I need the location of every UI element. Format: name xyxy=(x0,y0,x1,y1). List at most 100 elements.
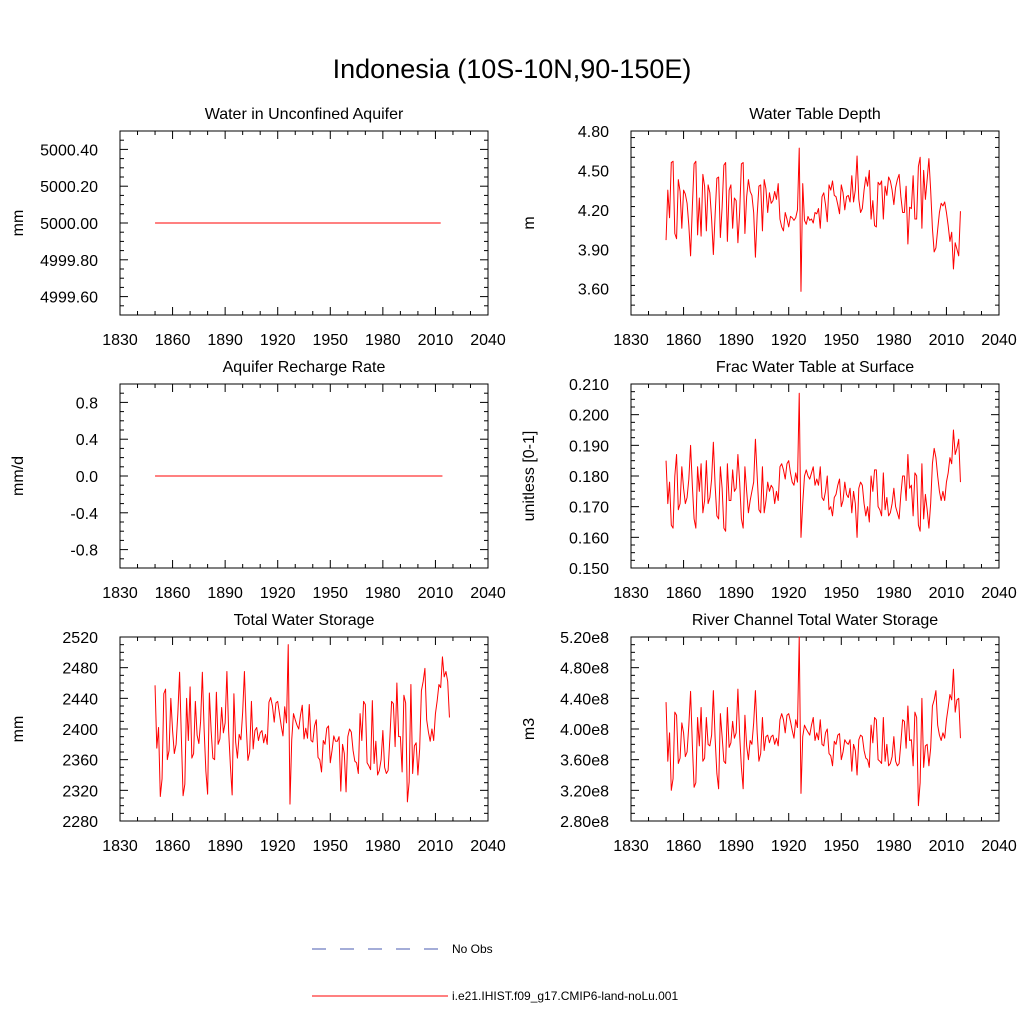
chart-panel-3: Aquifer Recharge Rate mm/d 1830 1860 1890 192… xyxy=(10,359,506,602)
legend-label-obs: No Obs xyxy=(452,942,493,956)
y-tick-label: 5000.00 xyxy=(40,216,98,233)
plot-frame xyxy=(630,636,1000,822)
x-tick-label: 1890 xyxy=(207,585,243,602)
panel-title: Aquifer Recharge Rate xyxy=(223,359,386,376)
x-tick-label: 2040 xyxy=(470,332,506,349)
y-tick-label: -0.4 xyxy=(70,506,98,523)
y-tick-label: 0.190 xyxy=(569,438,609,455)
x-tick-label: 1860 xyxy=(155,585,191,602)
y-tick-label: 4.20 xyxy=(578,203,609,220)
y-tick-label: 0.180 xyxy=(569,469,609,486)
y-tick-label: 2520 xyxy=(62,630,98,647)
y-tick-label: 2440 xyxy=(62,691,98,708)
y-axis-label: unitless [0-1] xyxy=(521,431,538,522)
y-axis-label: m3 xyxy=(521,718,538,740)
x-tick-label: 2010 xyxy=(418,332,454,349)
x-tick-label: 1980 xyxy=(876,838,912,855)
plot-frame xyxy=(630,383,1000,569)
legend-item-obs: No Obs xyxy=(310,940,570,960)
x-tick-label: 1980 xyxy=(365,332,401,349)
x-tick-label: 1920 xyxy=(771,332,807,349)
plot-frame xyxy=(119,636,489,822)
chart-panel-4: Frac Water Table at Surface unitless [0-1… xyxy=(521,359,1017,602)
chart-panel-6: River Channel Total Water Storage m3 1830 1… xyxy=(521,612,1017,855)
x-tick-label: 1920 xyxy=(260,332,296,349)
x-tick-label: 1980 xyxy=(365,585,401,602)
x-tick-label: 1860 xyxy=(155,332,191,349)
x-tick-label: 2010 xyxy=(418,585,454,602)
y-tick-label: -0.8 xyxy=(70,543,98,560)
x-tick-label: 1920 xyxy=(260,838,296,855)
y-axis-label: mm xyxy=(10,210,27,237)
x-tick-label: 1890 xyxy=(207,332,243,349)
y-tick-label: 3.60 xyxy=(578,282,609,299)
x-tick-label: 2040 xyxy=(981,838,1017,855)
x-tick-label: 1980 xyxy=(365,838,401,855)
panel-title: Frac Water Table at Surface xyxy=(716,359,914,376)
series-line xyxy=(665,147,961,292)
y-axis-label: mm/d xyxy=(10,456,27,496)
x-tick-label: 2040 xyxy=(470,585,506,602)
x-tick-label: 1830 xyxy=(613,838,649,855)
y-axis-label: m xyxy=(521,216,538,229)
x-tick-label: 2010 xyxy=(929,838,965,855)
x-tick-label: 1950 xyxy=(823,585,859,602)
legend-swatch-solid xyxy=(312,995,448,997)
x-tick-label: 1920 xyxy=(771,838,807,855)
x-tick-label: 1860 xyxy=(155,838,191,855)
y-tick-label: 3.60e8 xyxy=(560,753,609,770)
x-tick-label: 1920 xyxy=(260,585,296,602)
x-tick-label: 1980 xyxy=(876,332,912,349)
x-tick-label: 1830 xyxy=(102,838,138,855)
x-tick-label: 2010 xyxy=(929,585,965,602)
x-tick-label: 1950 xyxy=(312,838,348,855)
y-tick-label: 2400 xyxy=(62,722,98,739)
x-tick-label: 2010 xyxy=(418,838,454,855)
x-tick-label: 1950 xyxy=(312,332,348,349)
y-axis-label: mm xyxy=(10,716,27,743)
series-line xyxy=(665,392,961,538)
y-tick-label: 0.200 xyxy=(569,408,609,425)
y-tick-label: 0.4 xyxy=(76,432,98,449)
y-tick-label: 3.90 xyxy=(578,242,609,259)
y-tick-label: 0.0 xyxy=(76,469,98,486)
x-tick-label: 2040 xyxy=(981,585,1017,602)
plot-frame xyxy=(630,130,1000,316)
x-tick-label: 1830 xyxy=(613,585,649,602)
legend-item-model: i.e21.IHIST.f09_g17.CMIP6-land-noLu.001 xyxy=(310,987,870,1007)
x-tick-label: 1890 xyxy=(207,838,243,855)
y-tick-label: 0.150 xyxy=(569,561,609,578)
y-tick-label: 3.20e8 xyxy=(560,783,609,800)
x-tick-label: 1830 xyxy=(102,332,138,349)
y-tick-label: 0.8 xyxy=(76,395,98,412)
chart-panel-5: Total Water Storage mm 1830 1860 1890 1920 195… xyxy=(10,612,506,855)
panel-title: Water Table Depth xyxy=(749,106,881,123)
y-tick-label: 4.80e8 xyxy=(560,661,609,678)
figure-title: Indonesia (10S-10N,90-150E) xyxy=(332,54,692,84)
panel-title: Water in Unconfined Aquifer xyxy=(205,106,404,123)
x-tick-label: 1890 xyxy=(718,332,754,349)
series-line xyxy=(154,644,450,805)
y-tick-label: 0.210 xyxy=(569,377,609,394)
x-tick-label: 1950 xyxy=(312,585,348,602)
x-tick-label: 1950 xyxy=(823,838,859,855)
y-tick-label: 4999.80 xyxy=(40,253,98,270)
y-tick-label: 2360 xyxy=(62,753,98,770)
x-tick-label: 2040 xyxy=(470,838,506,855)
x-tick-label: 1920 xyxy=(771,585,807,602)
y-tick-label: 5000.20 xyxy=(40,179,98,196)
x-tick-label: 1890 xyxy=(718,585,754,602)
x-tick-label: 1830 xyxy=(613,332,649,349)
y-tick-label: 2480 xyxy=(62,661,98,678)
y-tick-label: 2.80e8 xyxy=(560,814,609,831)
y-tick-label: 4.80 xyxy=(578,124,609,141)
legend-label-model: i.e21.IHIST.f09_g17.CMIP6-land-noLu.001 xyxy=(452,989,679,1003)
x-tick-label: 2010 xyxy=(929,332,965,349)
y-tick-label: 0.160 xyxy=(569,530,609,547)
y-tick-label: 5000.40 xyxy=(40,142,98,159)
panel-title: River Channel Total Water Storage xyxy=(692,612,938,629)
y-tick-label: 5.20e8 xyxy=(560,630,609,647)
x-tick-label: 1890 xyxy=(718,838,754,855)
x-tick-label: 1860 xyxy=(666,838,702,855)
